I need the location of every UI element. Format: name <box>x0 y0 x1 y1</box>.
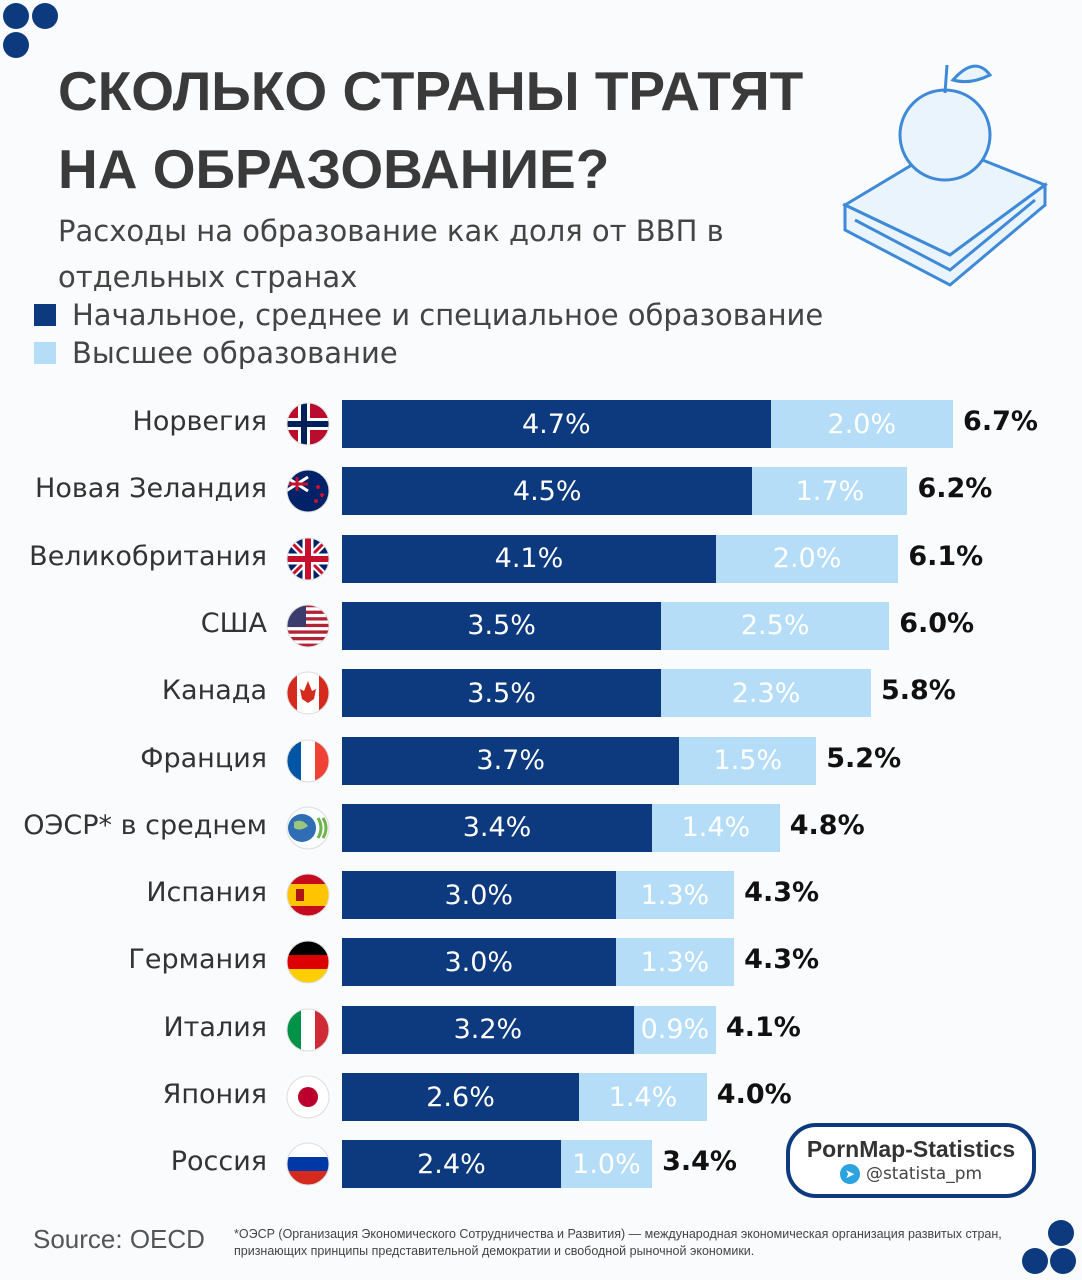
country-label: Канада <box>161 675 267 707</box>
flag-icon-germany <box>286 940 330 984</box>
flag-icon-oecd <box>286 805 330 850</box>
flag-icon-usa <box>286 604 330 648</box>
bar-primary: 3.7% <box>342 736 680 785</box>
total-label: 4.3% <box>744 877 820 909</box>
logo-dot <box>1048 1220 1074 1246</box>
logo-dot <box>1022 1248 1048 1274</box>
logo-dot <box>3 3 29 29</box>
bar-primary: 2.4% <box>342 1140 561 1189</box>
total-label: 4.1% <box>725 1011 801 1043</box>
logo-dot <box>32 3 58 29</box>
watermark-handle: @statista_pm <box>865 1164 983 1184</box>
subtitle: Расходы на образование как доля от ВВП в… <box>58 214 724 294</box>
bar-higher: 1.5% <box>679 736 817 785</box>
country-label: Новая Зеландия <box>35 473 267 505</box>
flag-icon-spain <box>286 873 330 917</box>
legend-swatch <box>34 342 56 364</box>
flag-icon-japan <box>286 1075 330 1119</box>
total-label: 6.7% <box>963 406 1038 437</box>
source: Source: OECD <box>33 1224 205 1254</box>
total-label: 3.4% <box>662 1146 737 1178</box>
country-label: Италия <box>163 1011 267 1043</box>
flag-icon-italy <box>286 1008 330 1052</box>
bar-higher: 1.3% <box>615 871 735 920</box>
bar-higher: 2.0% <box>715 534 899 583</box>
country-label: Япония <box>162 1079 267 1110</box>
bar-higher: 1.0% <box>560 1140 653 1189</box>
book-apple-illustration <box>841 64 1049 287</box>
bar-primary: 4.5% <box>342 467 753 516</box>
total-label: 5.2% <box>826 742 902 774</box>
legend-item-primary: Начальное, среднее и специальное образов… <box>34 298 823 332</box>
bar-higher: 2.5% <box>661 601 890 650</box>
page-title: СКОЛЬКО СТРАНЫ ТРАТЯТ НА ОБРАЗОВАНИЕ? <box>58 60 804 200</box>
total-label: 4.3% <box>744 944 820 976</box>
total-label: 6.2% <box>917 473 993 505</box>
bar-primary: 3.5% <box>342 669 662 718</box>
country-label: Россия <box>170 1146 267 1178</box>
bar-primary: 4.1% <box>342 534 716 583</box>
legend-item-higher: Высшее образование <box>34 336 398 370</box>
flag-icon-norway <box>286 402 330 446</box>
telegram-icon: ➤ <box>839 1164 860 1184</box>
flag-icon-russia <box>286 1142 330 1186</box>
country-label: Испания <box>146 877 267 909</box>
logo-dot <box>3 32 29 58</box>
bar-primary: 3.4% <box>342 803 653 852</box>
country-label: Германия <box>128 944 267 976</box>
total-label: 4.8% <box>789 809 865 841</box>
flag-icon-canada <box>286 671 330 715</box>
bar-primary: 3.0% <box>342 938 616 987</box>
bar-primary: 2.6% <box>342 1073 580 1121</box>
legend-swatch <box>34 304 56 326</box>
bar-higher: 2.3% <box>661 669 871 718</box>
total-label: 6.1% <box>908 540 984 572</box>
total-label: 4.0% <box>716 1079 792 1110</box>
legend-label: Высшее образование <box>72 336 398 370</box>
bar-higher: 1.4% <box>652 803 780 852</box>
watermark-badge: PornMap-Statistics ➤ @statista_pm <box>786 1123 1036 1198</box>
flag-icon-france <box>286 739 330 783</box>
total-label: 6.0% <box>899 607 975 639</box>
footnote: *ОЭСР (Организация Экономического Сотруд… <box>234 1227 1002 1258</box>
bar-higher: 1.7% <box>752 467 908 516</box>
country-label: Норвегия <box>132 406 267 437</box>
country-label: ОЭСР* в среднем <box>23 809 267 841</box>
total-label: 5.8% <box>880 675 956 707</box>
bar-higher: 0.9% <box>633 1005 716 1054</box>
country-label: США <box>200 607 267 639</box>
legend-label: Начальное, среднее и специальное образов… <box>72 298 824 332</box>
bar-primary: 4.7% <box>342 400 771 448</box>
flag-icon-uk <box>286 537 330 581</box>
watermark-name: PornMap-Statistics <box>806 1136 1016 1162</box>
logo-dot <box>1050 1248 1076 1274</box>
bar-primary: 3.5% <box>342 601 662 650</box>
bar-higher: 1.4% <box>579 1073 707 1121</box>
country-label: Франция <box>140 742 267 774</box>
bar-higher: 2.0% <box>770 400 954 448</box>
bar-higher: 1.3% <box>615 938 735 987</box>
flag-icon-new-zealand <box>286 469 330 513</box>
country-label: Великобритания <box>29 540 267 572</box>
bar-primary: 3.2% <box>342 1005 634 1054</box>
bar-primary: 3.0% <box>342 871 616 920</box>
